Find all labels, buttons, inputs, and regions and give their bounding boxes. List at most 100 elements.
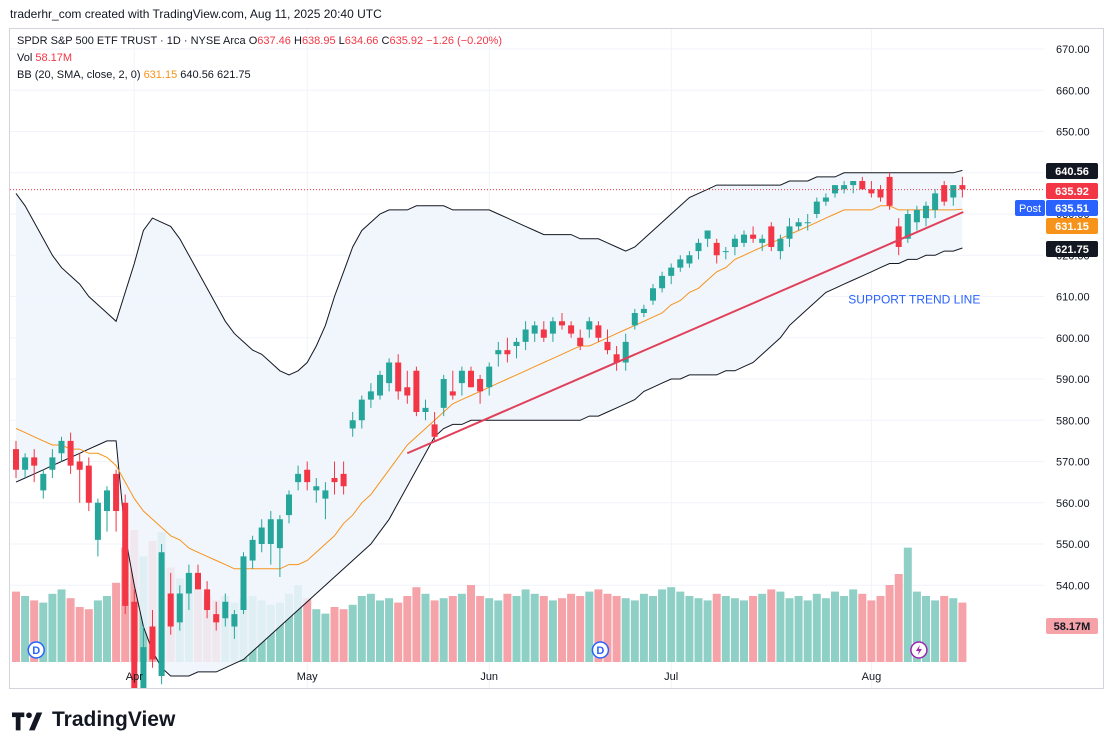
tradingview-brand[interactable]: TradingView [12,708,175,732]
volume-bar [767,589,776,662]
volume-bar [931,600,940,662]
candle-body [822,197,829,202]
bb-upper-line [15,169,963,376]
candle-body [413,370,420,412]
candle-body [122,502,129,606]
price-label-text: 635.92 [1055,186,1089,198]
volume-bar [457,593,466,662]
candle-body [185,572,192,594]
candle-body [804,222,811,224]
volume-bar [639,593,648,662]
legend-low: 634.66 [344,35,379,47]
x-tick-label: Aug [862,671,882,683]
candle-body [713,242,720,256]
volume-bar [730,598,739,662]
volume-bar [66,598,75,662]
volume-bar [922,596,930,662]
candle-body [304,469,311,483]
volume-bar [940,596,949,662]
volume-label-bg [1046,618,1098,634]
y-tick-label: 590.00 [1056,374,1090,386]
volume-bar [558,598,566,662]
volume-bar [503,593,512,662]
volume-bar [576,596,585,662]
volume-bar [476,596,485,662]
post-tag-text: Post [1019,203,1041,215]
volume-bar [649,596,657,662]
candle-body [568,325,575,334]
candle-body [813,201,820,214]
volume-bar [821,598,830,662]
volume-bar [803,600,812,662]
volume-bar [366,593,375,662]
candle-body [750,234,757,239]
volume-bar [403,596,412,662]
candle-body [195,572,201,590]
candle-body [340,473,347,487]
price-label-bg [1046,218,1098,234]
candle-body [741,234,747,243]
volume-bar [676,591,685,662]
legend-high-label: H [293,35,302,47]
x-tick-label: May [297,671,318,683]
volume-bar [467,585,475,662]
candle-body [358,399,365,421]
y-tick-label: 610.00 [1056,292,1090,304]
candle-body [868,189,875,194]
candle-body [759,238,766,243]
x-tick-label: Jul [664,671,678,683]
tradingview-name: TradingView [52,708,176,731]
dividend-marker-label: D [596,645,604,657]
legend-volume-label: Vol [17,52,33,64]
candle-body [313,486,320,491]
events-bolt-icon [915,645,922,655]
volume-bar [758,593,767,662]
volume-bar [694,598,703,662]
volume-bar [858,593,867,662]
y-tick-label: 580.00 [1056,415,1090,427]
y-tick-label: 660.00 [1056,85,1090,97]
legend-volume-row: Vol 58.17M [17,52,72,64]
candle-body [176,593,183,623]
legend-symbol: SPDR S&P 500 ETF TRUST · 1D · NYSE Arca [17,35,246,47]
volume-bar [112,582,121,662]
candle-body [695,242,702,252]
volume-bar [958,602,967,662]
candle-body [31,457,38,466]
dividend-marker: D [27,641,45,659]
volume-bar [849,589,858,662]
candle-body [58,440,65,454]
support-trend-line-label: SUPPORT TREND LINE [848,293,980,307]
price-label-text: 635.51 [1055,203,1089,215]
candle-body [267,519,274,544]
volume-bar [412,587,421,662]
x-tick-label: Apr [126,671,143,683]
dividend-marker-circle [591,641,610,659]
candle-body [395,362,402,392]
volume-bar [430,600,439,662]
candle-body [440,379,447,408]
volume-bar [740,600,748,662]
volume-bar [357,596,366,662]
legend-bb-upper: 640.56 [180,69,214,81]
volume-bar [603,593,612,662]
volume-bar [376,600,384,662]
dividend-marker: D [591,641,610,659]
y-tick-label: 570.00 [1056,457,1090,469]
legend-bb-row: BB (20, SMA, close, 2, 0) 631.15 640.56 … [17,69,251,81]
legend-open: 637.46 [257,35,291,47]
legend-bb-lower: 621.75 [217,69,251,81]
candle-body [149,626,156,660]
volume-bar [512,596,521,662]
legend-low-label: L [338,35,345,47]
plot-area [10,29,1044,688]
volume-bar [321,613,330,662]
legend-bb-basis: 631.15 [143,69,178,81]
candle-body [322,490,329,499]
volume-bar [621,598,630,662]
candle-body [622,341,629,363]
price-label-bg [1046,200,1098,216]
candle-body [495,350,502,355]
candle-body [22,457,29,470]
